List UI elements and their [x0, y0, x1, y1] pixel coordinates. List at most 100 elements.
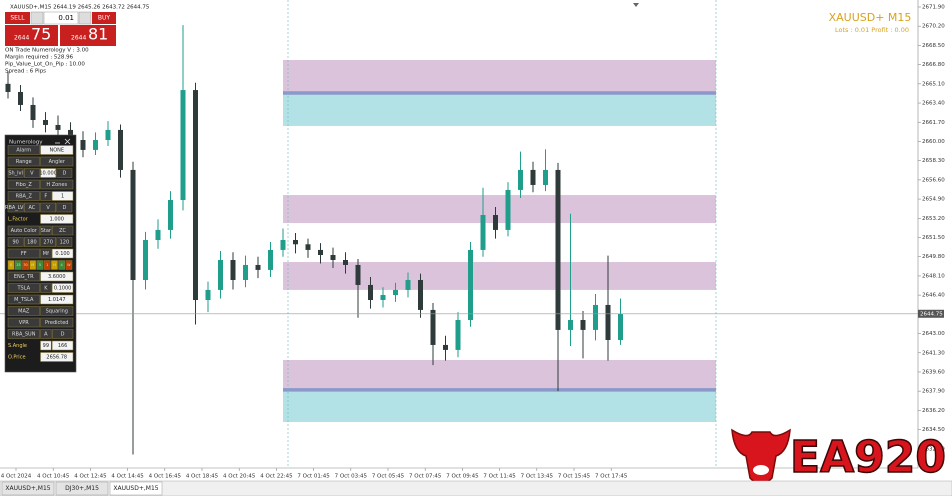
panel-button[interactable] [40, 329, 52, 339]
panel-button[interactable] [24, 237, 40, 247]
x-tick-label: 4 Oct 20:45 [223, 474, 256, 480]
panel-button[interactable] [7, 248, 40, 259]
y-tick-label: 2639.60 [922, 369, 945, 375]
panel-input[interactable] [40, 214, 74, 224]
panel-button[interactable] [65, 260, 73, 270]
panel-cell-label: W [67, 263, 71, 267]
panel-button[interactable] [40, 248, 52, 259]
panel-button[interactable] [7, 317, 40, 328]
panel-input[interactable] [40, 294, 74, 305]
panel-button[interactable] [51, 329, 74, 339]
panel-input[interactable] [51, 248, 74, 259]
panel-button[interactable] [29, 260, 37, 270]
panel-button[interactable] [56, 202, 73, 213]
panel-button[interactable] [7, 179, 40, 190]
candle-body [355, 264, 361, 285]
panel-button[interactable] [7, 191, 40, 201]
panel-button[interactable] [7, 237, 24, 247]
panel-input[interactable] [40, 352, 74, 362]
candle-body [43, 119, 48, 125]
candle-body [55, 124, 61, 130]
x-tick-label: 4 Oct 2024 [1, 474, 32, 480]
panel-button[interactable] [7, 306, 40, 316]
panel-input[interactable] [51, 340, 74, 351]
panel-button[interactable] [43, 260, 51, 270]
panel-button[interactable] [40, 317, 74, 328]
zone [283, 92, 716, 126]
tab[interactable] [1, 481, 55, 496]
panel-cell-label: O.Price [8, 355, 26, 361]
panel-button[interactable] [7, 294, 40, 305]
panel-button[interactable] [36, 260, 44, 270]
panel-cell-label: MAZ [18, 309, 30, 315]
panel-button[interactable] [22, 260, 29, 270]
panel-button[interactable] [7, 156, 40, 167]
candle-body [293, 239, 298, 245]
x-tick-label: 4 Oct 12:45 [74, 474, 107, 480]
candle-body [505, 189, 511, 230]
panel-button[interactable] [56, 237, 73, 247]
panel-button[interactable] [7, 202, 24, 213]
panel-button[interactable] [7, 260, 15, 270]
panel-button[interactable] [7, 225, 40, 236]
y-tick-label: 2671.90 [922, 5, 945, 11]
panel-button[interactable] [7, 283, 40, 293]
panel-button[interactable] [40, 179, 74, 190]
candle-body [180, 90, 186, 200]
panel-input[interactable] [51, 191, 74, 201]
panel-button[interactable] [51, 260, 58, 270]
sell-button[interactable] [5, 12, 30, 24]
panel-button[interactable] [40, 191, 52, 201]
panel-cell-label: RBA_LVL [5, 205, 26, 211]
candle-body [580, 319, 586, 330]
panel-button[interactable] [40, 306, 74, 316]
lot-input[interactable] [43, 11, 79, 25]
panel-input[interactable] [51, 283, 74, 293]
panel-cell-label: VPR [19, 320, 29, 326]
lot-down[interactable] [30, 11, 44, 25]
lot-up[interactable] [78, 11, 92, 25]
panel-cell-label: 1 [61, 194, 64, 200]
panel-button[interactable] [51, 225, 74, 236]
panel-cell-label: A [44, 332, 48, 338]
panel-button[interactable] [56, 168, 73, 178]
close-icon[interactable] [64, 138, 71, 145]
shift-marker [633, 3, 639, 7]
x-tick-label: 7 Oct 11:45 [483, 474, 516, 480]
current-price-label: 2644.75 [920, 311, 943, 317]
panel-button[interactable] [7, 329, 40, 339]
candle-body [93, 139, 98, 150]
buy-button[interactable] [92, 12, 116, 24]
panel-button[interactable] [24, 202, 40, 213]
panel-button[interactable] [7, 145, 40, 155]
panel-input[interactable] [40, 145, 74, 155]
panel-button[interactable] [40, 237, 56, 247]
sell-label: SELL [10, 15, 25, 22]
tab[interactable] [55, 481, 109, 496]
candles-layer [5, 25, 623, 455]
panel-cell-label: NONE [49, 148, 64, 154]
panel-cell-label: H [53, 263, 56, 267]
panel-input[interactable] [40, 168, 56, 178]
panel-button[interactable] [24, 168, 40, 178]
logo-text: EA920 [790, 432, 946, 483]
panel-cell-label: 1.000 [50, 217, 64, 223]
info-line: Margin required : 528.96 [5, 55, 74, 61]
panel-button[interactable] [7, 271, 40, 282]
panel-button[interactable] [40, 225, 52, 236]
buy-price-box[interactable] [60, 25, 116, 46]
panel-input[interactable] [40, 340, 52, 351]
panel-button[interactable] [58, 260, 66, 270]
panel-button[interactable] [7, 168, 24, 178]
info-line: Spread : 6 Pips [5, 69, 46, 75]
panel-cell-label: 99 [43, 343, 49, 349]
panel-button[interactable] [40, 156, 74, 167]
sell-price-box[interactable] [5, 25, 58, 46]
panel-input[interactable] [40, 271, 74, 282]
tab[interactable] [109, 481, 163, 496]
panel-button[interactable] [40, 283, 52, 293]
panel-button[interactable] [14, 260, 22, 270]
candle-body [493, 215, 498, 230]
panel-cell-label: Auto Color [11, 228, 38, 234]
panel-button[interactable] [40, 202, 56, 213]
